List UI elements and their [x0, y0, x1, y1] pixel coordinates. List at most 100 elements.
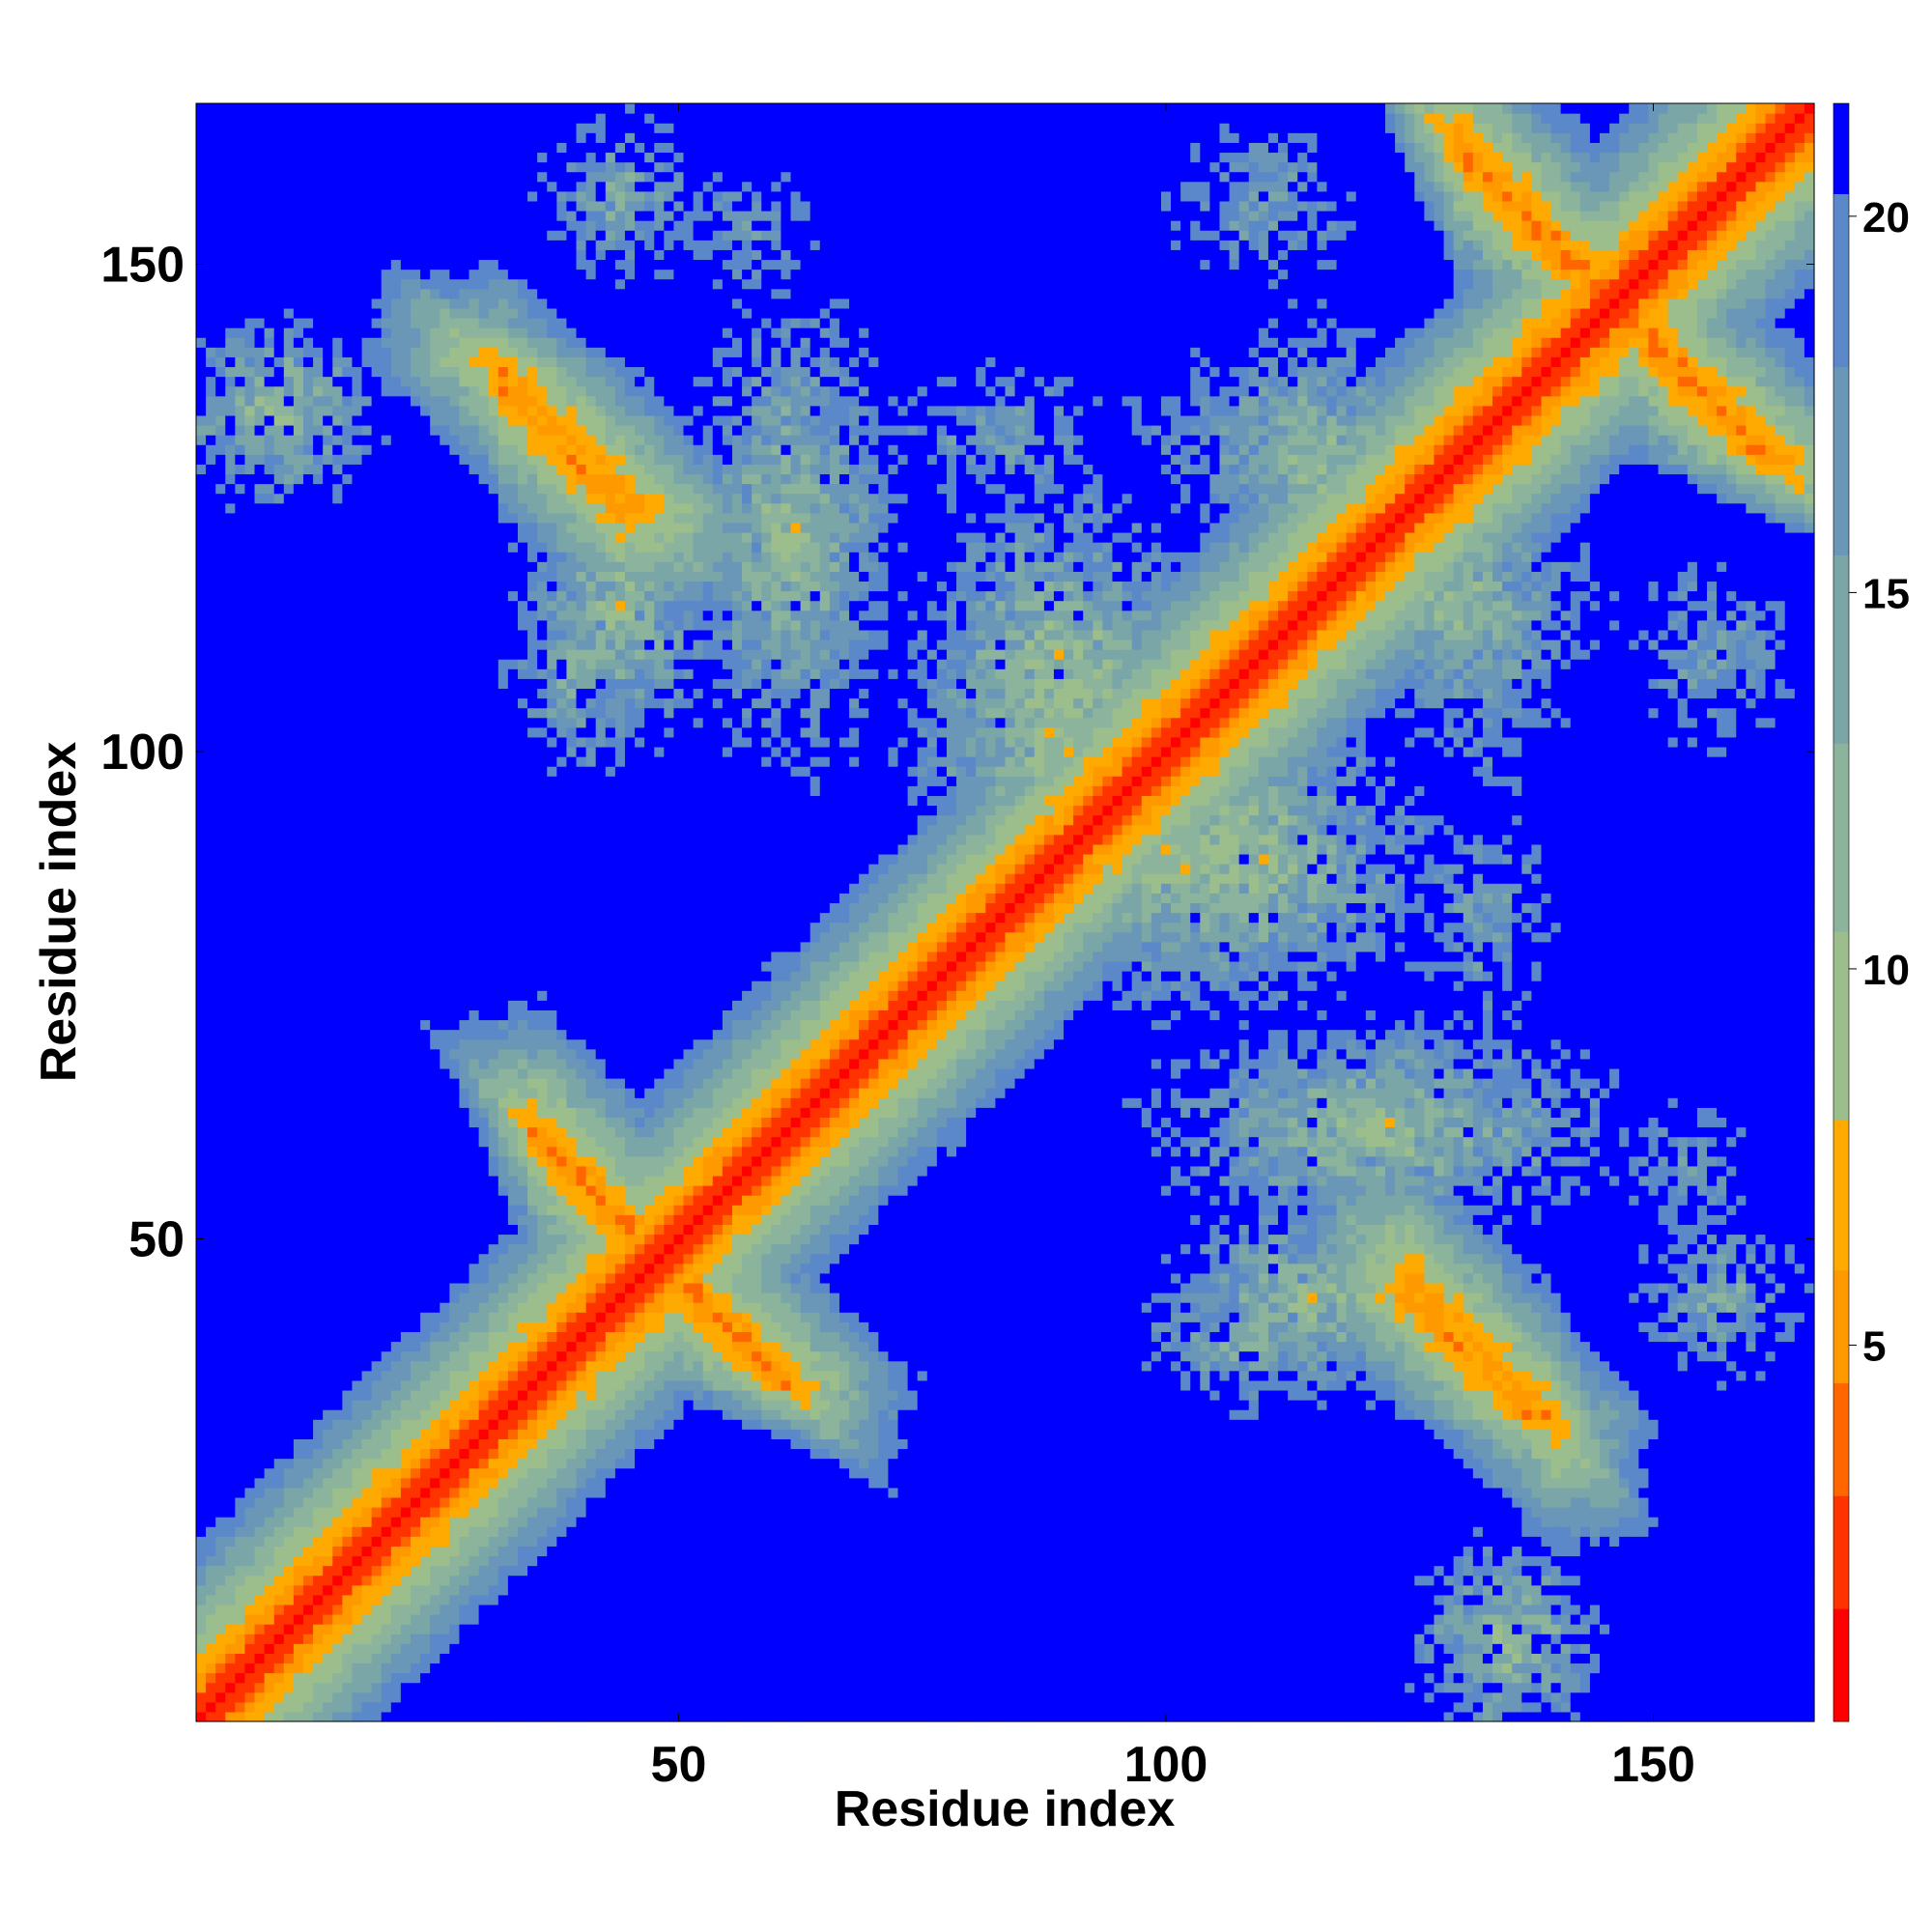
heatmap-cell	[215, 103, 226, 114]
heatmap-cell	[332, 1692, 343, 1703]
heatmap-cell	[420, 1478, 431, 1489]
heatmap-cell	[235, 1224, 245, 1235]
heatmap-cell	[274, 1147, 285, 1157]
heatmap-cell	[235, 737, 245, 748]
heatmap-cell	[440, 1195, 450, 1206]
heatmap-cell	[362, 1244, 373, 1255]
heatmap-cell	[342, 1380, 353, 1391]
heatmap-cell	[225, 1576, 236, 1586]
heatmap-cell	[420, 1517, 431, 1527]
heatmap-cell	[323, 1595, 333, 1605]
heatmap-cell	[303, 1371, 314, 1381]
heatmap-cell	[411, 308, 421, 319]
heatmap-cell	[352, 211, 362, 221]
heatmap-cell	[391, 1195, 402, 1206]
heatmap-cell	[255, 191, 266, 202]
heatmap-cell	[196, 1293, 207, 1303]
heatmap-cell	[225, 1614, 236, 1625]
heatmap-cell	[362, 142, 373, 153]
heatmap-cell	[352, 473, 362, 484]
heatmap-cell	[323, 1576, 333, 1586]
heatmap-cell	[206, 883, 216, 894]
heatmap-cell	[274, 571, 285, 582]
heatmap-cell	[265, 1566, 275, 1577]
heatmap-cell	[430, 932, 440, 943]
heatmap-cell	[274, 473, 285, 484]
heatmap-cell	[323, 103, 333, 114]
heatmap-cell	[449, 1429, 460, 1439]
heatmap-cell	[206, 289, 216, 299]
heatmap-cell	[401, 942, 412, 952]
heatmap-cell	[342, 1371, 353, 1381]
heatmap-cell	[274, 162, 285, 173]
heatmap-cell	[255, 435, 266, 445]
heatmap-cell	[430, 1049, 440, 1060]
heatmap-cell	[196, 1643, 207, 1654]
heatmap-cell	[225, 532, 236, 543]
heatmap-cell	[420, 698, 431, 709]
heatmap-cell	[303, 308, 314, 319]
heatmap-cell	[362, 1712, 373, 1722]
heatmap-cell	[313, 230, 324, 241]
heatmap-cell	[294, 1712, 304, 1722]
heatmap-cell	[303, 444, 314, 455]
heatmap-cell	[244, 1653, 255, 1663]
heatmap-cell	[215, 406, 226, 416]
heatmap-cell	[352, 1361, 362, 1372]
heatmap-cell	[225, 815, 236, 826]
heatmap-cell	[352, 318, 362, 328]
heatmap-cell	[411, 668, 421, 679]
heatmap-cell	[401, 1078, 412, 1089]
heatmap-cell	[244, 1390, 255, 1401]
heatmap-cell	[206, 864, 216, 874]
heatmap-cell	[420, 630, 431, 640]
heatmap-cell	[265, 601, 275, 611]
heatmap-cell	[265, 1088, 275, 1098]
heatmap-cell	[265, 1459, 275, 1469]
heatmap-cell	[196, 513, 207, 524]
heatmap-cell	[391, 893, 402, 903]
heatmap-cell	[401, 1429, 412, 1439]
heatmap-cell	[274, 1683, 285, 1693]
heatmap-cell	[391, 766, 402, 777]
heatmap-cell	[274, 708, 285, 719]
heatmap-cell	[430, 152, 440, 162]
heatmap-cell	[352, 639, 362, 650]
heatmap-cell	[323, 1293, 333, 1303]
heatmap-cell	[352, 718, 362, 728]
heatmap-cell	[420, 1273, 431, 1284]
heatmap-cell	[382, 1097, 392, 1108]
heatmap-cell	[411, 1166, 421, 1177]
heatmap-cell	[284, 532, 295, 543]
heatmap-cell	[440, 659, 450, 669]
heatmap-cell	[430, 1321, 440, 1332]
heatmap-cell	[391, 220, 402, 231]
heatmap-cell	[294, 952, 304, 962]
heatmap-cell	[382, 561, 392, 572]
heatmap-cell	[215, 249, 226, 260]
heatmap-cell	[225, 298, 236, 309]
heatmap-cell	[420, 601, 431, 611]
heatmap-cell	[362, 952, 373, 962]
heatmap-cell	[382, 923, 392, 933]
heatmap-cell	[430, 454, 440, 465]
heatmap-cell	[313, 415, 324, 426]
heatmap-cell	[215, 873, 226, 884]
heatmap-cell	[255, 854, 266, 865]
heatmap-cell	[206, 1662, 216, 1673]
heatmap-cell	[420, 240, 431, 250]
heatmap-cell	[284, 191, 295, 202]
heatmap-cell	[420, 1585, 431, 1596]
heatmap-cell	[303, 259, 314, 270]
heatmap-cell	[440, 201, 450, 212]
heatmap-cell	[215, 1205, 226, 1215]
heatmap-cell	[411, 835, 421, 845]
heatmap-cell	[420, 415, 431, 426]
heatmap-cell	[244, 1595, 255, 1605]
heatmap-cell	[382, 1321, 392, 1332]
heatmap-cell	[244, 1107, 255, 1118]
heatmap-cell	[430, 825, 440, 836]
heatmap-cell	[430, 532, 440, 543]
heatmap-cell	[215, 552, 226, 562]
heatmap-cell	[196, 776, 207, 786]
